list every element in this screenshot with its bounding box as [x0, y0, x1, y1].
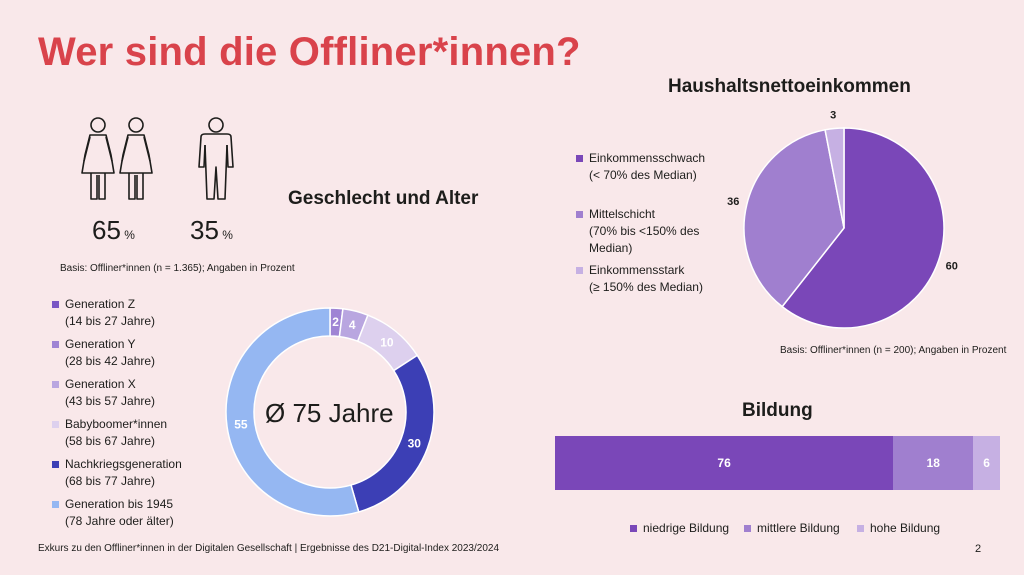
- bar-segment-label: 6: [983, 456, 990, 470]
- legend-label: Generation bis 1945 (78 Jahre oder älter): [65, 497, 174, 528]
- donut-slice-label: 10: [380, 335, 394, 349]
- age-legend-item: Nachkriegsgeneration (68 bis 77 Jahre): [52, 456, 182, 490]
- age-legend-item: Generation Y (28 bis 42 Jahre): [52, 336, 155, 370]
- bar-segment: 18: [893, 436, 974, 490]
- pie-slice: [824, 127, 845, 229]
- legend-label: Babyboomer*innen (58 bis 67 Jahre): [65, 417, 168, 448]
- donut-slice-label: 2: [332, 315, 339, 329]
- legend-label: Nachkriegsgeneration (68 bis 77 Jahre): [65, 457, 182, 488]
- education-legend-item: niedrige Bildung: [630, 521, 729, 535]
- education-stacked-bar: 76 18 6: [555, 436, 1000, 490]
- income-legend-item: Einkommensschwach (< 70% des Median): [576, 150, 705, 184]
- income-legend-item: Mittelschicht (70% bis <150% des Median): [576, 206, 699, 257]
- age-legend-item: Babyboomer*innen (58 bis 67 Jahre): [52, 416, 167, 450]
- legend-swatch: [52, 421, 59, 428]
- legend-swatch: [744, 524, 751, 532]
- legend-swatch: [52, 461, 59, 468]
- legend-label: Mittelschicht (70% bis <150% des Median): [589, 207, 700, 255]
- donut-slice: [225, 307, 360, 517]
- bar-segment-label: 76: [717, 456, 731, 470]
- male-percentage: 35 %: [190, 215, 233, 245]
- female-percentage: 65 %: [92, 215, 135, 245]
- legend-label: mittlere Bildung: [757, 521, 840, 535]
- donut-slice: [350, 354, 435, 513]
- legend-swatch: [52, 501, 59, 508]
- legend-label: Einkommensstark (≥ 150% des Median): [589, 263, 703, 294]
- pie-slice-label: 60: [946, 260, 958, 272]
- income-pie-chart: 60 36 3: [727, 110, 958, 329]
- legend-label: Generation Y (28 bis 42 Jahre): [65, 337, 156, 368]
- page-title: Wer sind die Offliner*innen?: [38, 30, 581, 74]
- legend-label: Einkommensschwach (< 70% des Median): [589, 151, 706, 182]
- pie-slice-label: 3: [830, 110, 836, 122]
- age-legend-item: Generation bis 1945 (78 Jahre oder älter): [52, 496, 174, 530]
- male-icon: [193, 115, 239, 210]
- female-icons: [78, 115, 160, 210]
- legend-label: hohe Bildung: [870, 521, 941, 535]
- legend-swatch: [52, 301, 59, 308]
- bar-segment-label: 18: [926, 456, 940, 470]
- education-legend-item: hohe Bildung: [857, 521, 940, 535]
- footer-text: Exkurs zu den Offliner*innen in der Digi…: [38, 543, 500, 554]
- legend-swatch: [52, 381, 59, 388]
- age-legend-item: Generation X (43 bis 57 Jahre): [52, 376, 155, 410]
- legend-swatch: [576, 155, 583, 162]
- bar-segment: 6: [973, 436, 1000, 490]
- average-age-label: Ø 75 Jahre: [265, 398, 394, 428]
- education-legend-item: mittlere Bildung: [744, 521, 840, 535]
- pie-slice-label: 36: [727, 196, 739, 208]
- legend-swatch: [576, 211, 583, 218]
- gender-basis-note: Basis: Offliner*innen (n = 1.365); Angab…: [60, 263, 295, 274]
- legend-swatch: [52, 341, 59, 348]
- income-legend-item: Einkommensstark (≥ 150% des Median): [576, 262, 703, 296]
- legend-label: niedrige Bildung: [643, 521, 730, 535]
- donut-slice-label: 55: [234, 418, 248, 432]
- legend-swatch: [857, 524, 864, 532]
- legend-label: Generation X (43 bis 57 Jahre): [65, 377, 156, 408]
- legend-swatch: [630, 524, 637, 532]
- age-legend-item: Generation Z (14 bis 27 Jahre): [52, 296, 155, 330]
- gender-age-title: Geschlecht und Alter: [288, 188, 479, 209]
- bar-segment: 76: [555, 436, 894, 490]
- donut-slice-label: 4: [349, 318, 356, 332]
- female-icon: [81, 117, 153, 200]
- pie-slice: [743, 128, 845, 308]
- income-title: Haushaltsnettoeinkommen: [668, 76, 911, 97]
- income-basis-note: Basis: Offliner*innen (n = 200); Angaben…: [780, 345, 1007, 356]
- legend-swatch: [576, 267, 583, 274]
- donut-slice-label: 30: [408, 437, 422, 451]
- page-number: 2: [975, 543, 982, 555]
- pie-slice: [781, 127, 945, 329]
- education-title: Bildung: [742, 400, 813, 421]
- legend-label: Generation Z (14 bis 27 Jahre): [65, 297, 156, 328]
- age-donut-chart: 2 4 10 30 55: [225, 307, 435, 517]
